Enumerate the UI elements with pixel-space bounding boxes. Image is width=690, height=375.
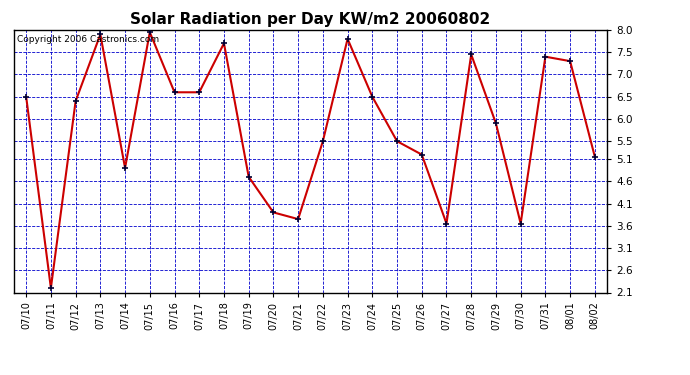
Title: Solar Radiation per Day KW/m2 20060802: Solar Radiation per Day KW/m2 20060802 [130, 12, 491, 27]
Text: Copyright 2006 Castronics.com: Copyright 2006 Castronics.com [17, 35, 159, 44]
